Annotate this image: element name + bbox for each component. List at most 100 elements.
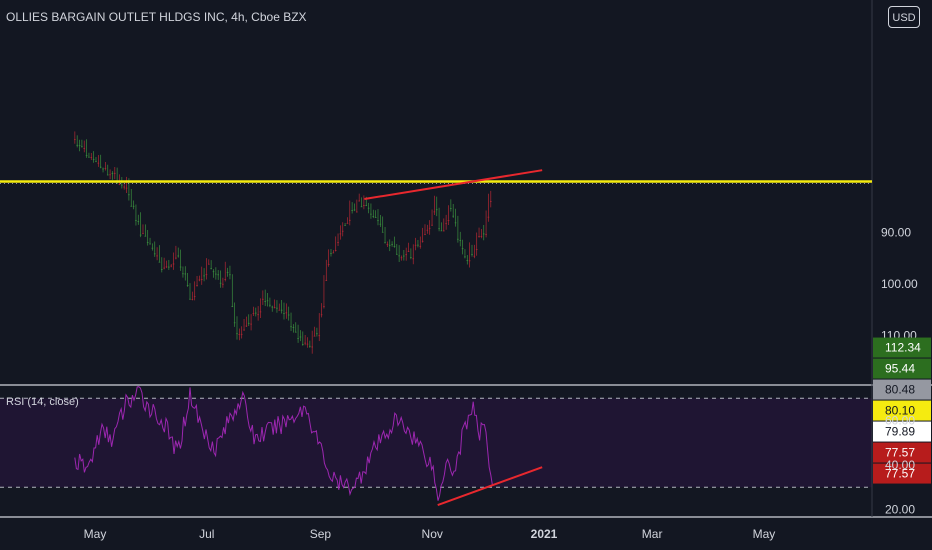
candle-body bbox=[285, 312, 288, 314]
candle-body bbox=[421, 240, 424, 242]
candle-body bbox=[217, 274, 219, 276]
candle-body bbox=[374, 217, 377, 218]
candle-body bbox=[271, 306, 274, 308]
candle-body bbox=[97, 162, 100, 164]
candle-body bbox=[466, 260, 469, 261]
candle-body bbox=[158, 261, 161, 263]
candle-body bbox=[403, 255, 405, 257]
candle-body bbox=[137, 221, 140, 222]
rsi-band-fill bbox=[0, 398, 872, 488]
candle-body bbox=[480, 236, 483, 238]
candle-body bbox=[170, 265, 172, 267]
price-tag-label: 79.89 bbox=[885, 425, 915, 439]
candle-body bbox=[309, 345, 311, 347]
candle-body bbox=[90, 157, 93, 158]
candle-body bbox=[139, 234, 142, 236]
candle-body bbox=[304, 342, 306, 344]
candle-body bbox=[186, 285, 189, 286]
candle-body bbox=[299, 336, 302, 338]
candle-body bbox=[179, 266, 182, 268]
candle-body bbox=[341, 230, 344, 232]
candle-body bbox=[226, 272, 229, 273]
candle-body bbox=[294, 331, 297, 333]
candle-body bbox=[252, 313, 255, 314]
candle-body bbox=[414, 244, 417, 246]
candle-body bbox=[332, 252, 335, 254]
candle-body bbox=[344, 224, 346, 226]
price-tag-label: 80.10 bbox=[885, 404, 915, 418]
candle-body bbox=[325, 279, 328, 281]
rsi-divergence-line[interactable] bbox=[437, 466, 543, 506]
candle-body bbox=[83, 148, 86, 149]
price-trend-line[interactable] bbox=[364, 169, 543, 201]
candle-body bbox=[435, 209, 438, 211]
candle-body bbox=[259, 311, 262, 313]
time-tick-label: Mar bbox=[642, 527, 663, 541]
candle-body bbox=[151, 247, 154, 249]
candle-body bbox=[316, 333, 318, 335]
price-tick-label: 90.00 bbox=[881, 226, 911, 240]
candle-body bbox=[461, 248, 464, 250]
candle-body bbox=[417, 244, 419, 246]
candle-body bbox=[320, 314, 323, 316]
candle-body bbox=[212, 271, 215, 273]
time-tick-label: May bbox=[753, 527, 776, 541]
candle-body bbox=[233, 322, 236, 324]
candle-body bbox=[219, 282, 222, 284]
candle-body bbox=[405, 254, 407, 256]
time-tick-label: May bbox=[84, 527, 107, 541]
candle-body bbox=[337, 242, 339, 243]
candle-body bbox=[348, 219, 351, 221]
candle-body bbox=[475, 249, 478, 250]
candle-body bbox=[224, 279, 227, 280]
time-tick-label: Sep bbox=[310, 527, 332, 541]
candle-body bbox=[132, 205, 135, 207]
candle-body bbox=[457, 238, 459, 240]
rsi-indicator-label: RSI (14, close) bbox=[6, 396, 79, 408]
currency-button[interactable]: USD bbox=[888, 6, 920, 28]
rsi-tick-label: 60.00 bbox=[885, 414, 915, 428]
price-tag-label: 77.57 bbox=[885, 467, 915, 481]
candle-body bbox=[257, 314, 259, 316]
candle-body bbox=[189, 298, 191, 300]
candle-body bbox=[78, 145, 81, 147]
candle-body bbox=[391, 244, 393, 245]
candle-body bbox=[210, 268, 212, 270]
candle-body bbox=[301, 344, 304, 345]
candle-body bbox=[116, 182, 118, 184]
price-tag bbox=[873, 400, 931, 421]
price-tick-label: 100.00 bbox=[881, 277, 918, 291]
candle-body bbox=[144, 235, 147, 237]
candle-body bbox=[278, 309, 281, 311]
candle-body bbox=[473, 255, 476, 257]
candle-body bbox=[433, 211, 436, 213]
rsi-tick-label: 20.00 bbox=[885, 503, 915, 517]
candle-body bbox=[92, 158, 95, 160]
candle-body bbox=[198, 279, 201, 281]
candle-body bbox=[356, 211, 358, 213]
candle-body bbox=[135, 219, 137, 221]
candle-body bbox=[222, 283, 224, 285]
chart-title: OLLIES BARGAIN OUTLET HLDGS INC, 4h, Cbo… bbox=[6, 10, 307, 24]
candle-body bbox=[76, 144, 78, 146]
candle-body bbox=[200, 279, 203, 280]
candle-body bbox=[95, 161, 97, 163]
candle-body bbox=[231, 306, 234, 307]
price-tag bbox=[873, 337, 931, 358]
candle-body bbox=[379, 223, 382, 225]
candle-body bbox=[393, 246, 396, 247]
candle-body bbox=[360, 206, 363, 208]
candle-body bbox=[367, 207, 370, 209]
candle-body bbox=[313, 335, 316, 337]
candle-body bbox=[353, 209, 356, 211]
candle-body bbox=[485, 233, 487, 235]
price-tag bbox=[873, 442, 931, 463]
candle-body bbox=[182, 273, 184, 275]
candle-body bbox=[358, 200, 360, 202]
candle-body bbox=[412, 258, 415, 260]
rsi-tick-label: 40.00 bbox=[885, 458, 915, 472]
candle-body bbox=[381, 231, 384, 233]
time-tick-label: Nov bbox=[422, 527, 443, 541]
candle-body bbox=[306, 343, 309, 345]
